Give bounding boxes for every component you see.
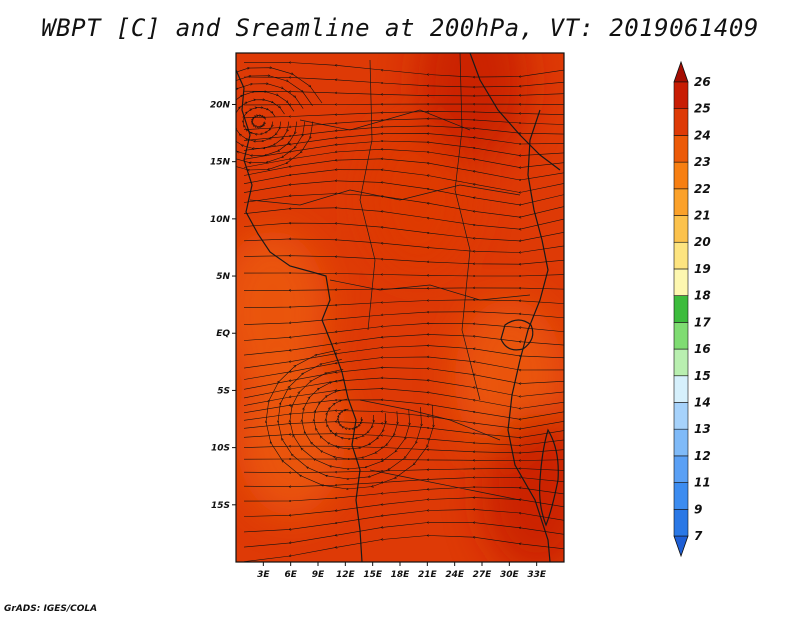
colorbar-label-18: 18: [694, 289, 711, 303]
x-tick-label-27E: 27E: [473, 570, 493, 580]
colorbar-label-14: 14: [694, 395, 711, 409]
colorbar-band-2: [673, 482, 689, 510]
colorbar-label-19: 19: [694, 262, 711, 276]
colorbar-band-9: [673, 295, 689, 323]
streamline-41: [243, 536, 564, 562]
colorbar-label-17: 17: [694, 315, 711, 329]
y-tick-label-15N: 15N: [210, 158, 231, 168]
y-tick-label-EQ: EQ: [216, 329, 230, 339]
x-tick-label-18E: 18E: [391, 570, 411, 580]
colorbar-band-3: [673, 455, 689, 483]
colorbar-band-12: [673, 215, 689, 243]
y-tick-label-10N: 10N: [210, 215, 231, 225]
colorbar-label-20: 20: [694, 235, 711, 249]
colorbar-band-16: [673, 108, 689, 136]
x-tick-label-9E: 9E: [312, 570, 325, 580]
colorbar-extend-high: [673, 60, 689, 83]
chart-title: WBPT [C] and Sreamline at 200hPa, VT: 20…: [41, 14, 759, 42]
colorbar-band-14: [673, 161, 689, 190]
colorbar-band-1: [673, 508, 689, 537]
colorbar-band-5: [673, 402, 689, 430]
colorbar-label-15: 15: [694, 369, 711, 383]
x-tick-label-12E: 12E: [336, 570, 356, 580]
x-tick-label-21E: 21E: [418, 570, 438, 580]
colorbar-band-15: [673, 135, 689, 163]
colorbar-label-23: 23: [694, 155, 711, 169]
colorbar: 7 9 11 12 13 14 15 16 17 18 19 20 21 22 23 24 25 26: [673, 60, 711, 558]
streamline-16: [243, 239, 564, 253]
x-tick-label-15E: 15E: [363, 570, 383, 580]
grads-credit: GrADS: IGES/COLA: [4, 604, 98, 614]
colorbar-band-10: [673, 268, 689, 296]
border-central: [329, 279, 531, 301]
colorbar-band-7: [673, 348, 689, 377]
y-tick-label-20N: 20N: [210, 100, 231, 110]
x-axis: 3E 6E 9E 12E 15E 18E 21E 24E 27E 30E 33E: [257, 562, 547, 580]
east-africa-coastline: [507, 109, 551, 562]
colorbar-label-11: 11: [694, 476, 711, 490]
x-tick-label-30E: 30E: [500, 570, 520, 580]
x-tick-label-24E: 24E: [445, 570, 465, 580]
colorbar-label-16: 16: [694, 342, 711, 356]
colorbar-label-24: 24: [694, 128, 711, 142]
colorbar-label-26: 26: [694, 75, 711, 89]
y-axis: 20N 15N 10N 5N EQ 5S 10S 15S: [210, 100, 236, 511]
colorbar-band-6: [673, 375, 689, 403]
madagascar-outline: [539, 428, 559, 527]
colorbar-band-4: [673, 428, 689, 457]
colorbar-band-8: [673, 322, 689, 350]
colorbar-band-13: [673, 188, 689, 216]
streamline-55: [266, 349, 434, 490]
colorbar-label-9: 9: [694, 502, 702, 516]
x-tick-label-6E: 6E: [284, 570, 297, 580]
y-tick-label-15S: 15S: [211, 501, 230, 511]
colorbar-label-7: 7: [694, 529, 703, 543]
y-tick-label-5N: 5N: [216, 272, 230, 282]
field-region-5: [481, 413, 564, 562]
colorbar-label-21: 21: [694, 209, 711, 223]
colorbar-label-25: 25: [694, 102, 711, 116]
streamline-20: [243, 300, 564, 308]
x-tick-label-3E: 3E: [257, 570, 270, 580]
streamline-17: [243, 256, 564, 265]
x-tick-label-33E: 33E: [527, 570, 547, 580]
colorbar-band-17: [673, 81, 689, 110]
colorbar-extend-low: [673, 535, 689, 558]
streamline-19: [243, 288, 564, 291]
colorbar-band-11: [673, 241, 689, 270]
streamline-48: [236, 68, 323, 170]
field-region-1: [236, 356, 346, 517]
colorbar-label-22: 22: [694, 182, 711, 196]
colorbar-label-13: 13: [694, 422, 711, 436]
streamline-18: [243, 273, 564, 276]
streamlines: [236, 63, 564, 562]
colorbar-label-12: 12: [694, 449, 711, 463]
y-tick-label-5S: 5S: [217, 386, 230, 396]
y-tick-label-10S: 10S: [211, 444, 230, 454]
